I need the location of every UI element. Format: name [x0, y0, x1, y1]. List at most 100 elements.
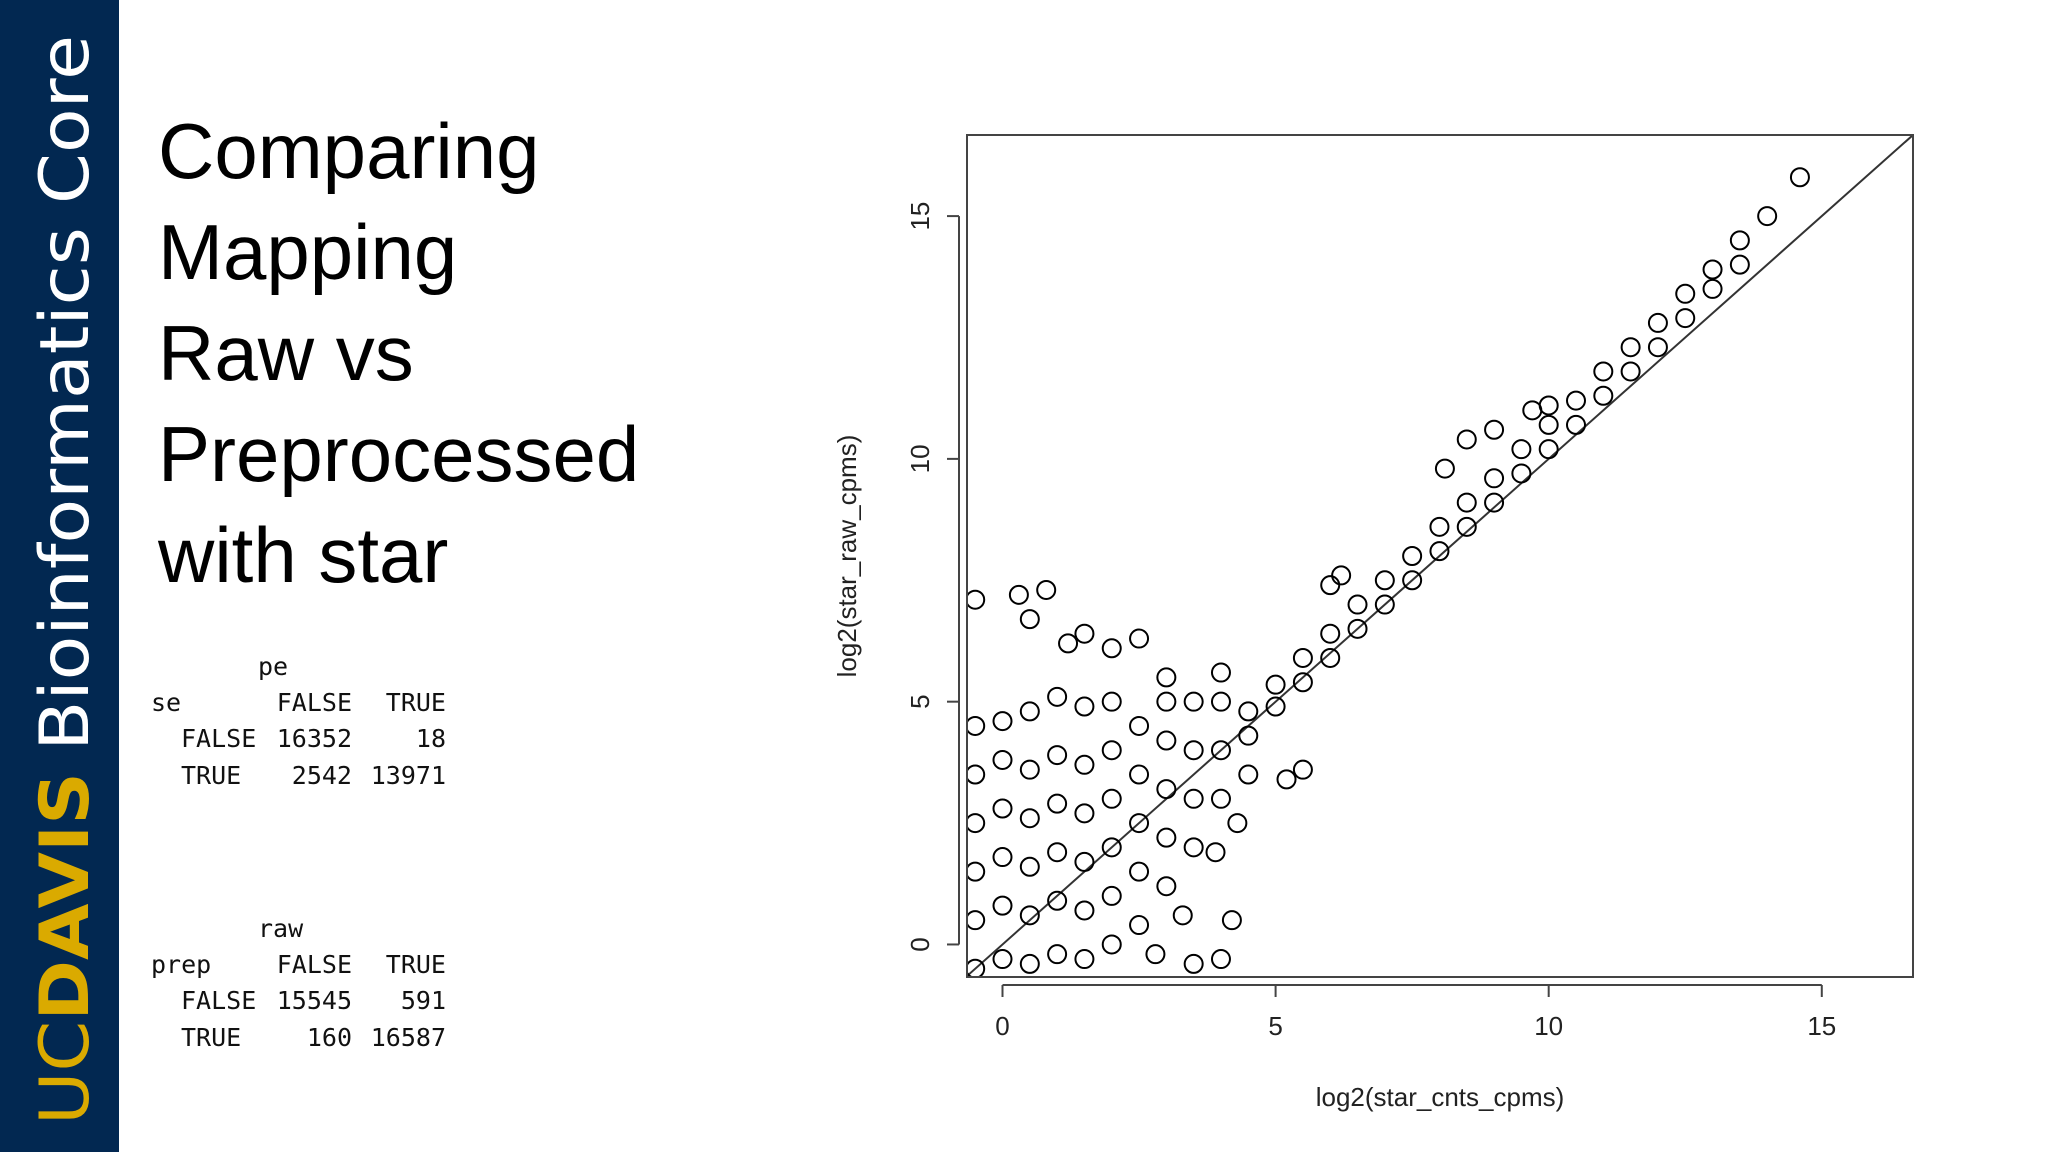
- point: [967, 861, 986, 882]
- point: [967, 958, 986, 977]
- point: [1702, 278, 1723, 299]
- table-cell: 591: [400, 986, 446, 1015]
- x-axis-label: log2(star_cnts_cpms): [1316, 1082, 1565, 1112]
- point: [1757, 206, 1778, 227]
- table-cell: 16352: [276, 724, 352, 753]
- point: [1036, 579, 1057, 600]
- point: [1008, 584, 1029, 605]
- point: [1129, 813, 1150, 834]
- point: [1374, 570, 1395, 591]
- point: [1156, 730, 1177, 751]
- point: [1210, 740, 1231, 761]
- x-tick-label: 15: [1807, 1011, 1836, 1041]
- point: [1429, 516, 1450, 537]
- point: [1047, 890, 1068, 911]
- point: [1238, 701, 1259, 722]
- point: [1074, 900, 1095, 921]
- point: [1675, 308, 1696, 329]
- point: [967, 589, 986, 610]
- table-column-header: FALSE: [276, 688, 352, 717]
- point: [1210, 691, 1231, 712]
- table-column-header: TRUE: [385, 950, 446, 979]
- table-row-label: TRUE: [181, 1023, 242, 1052]
- point: [1292, 672, 1313, 693]
- point: [1511, 463, 1532, 484]
- table-row-var: se: [151, 688, 182, 717]
- point: [1238, 764, 1259, 785]
- point: [1789, 167, 1810, 188]
- point: [1047, 686, 1068, 707]
- point: [1265, 674, 1286, 695]
- plot-frame: [966, 134, 1914, 978]
- point: [992, 895, 1013, 916]
- point: [1019, 905, 1040, 926]
- point: [1101, 934, 1122, 955]
- identity-line: [967, 135, 1913, 977]
- point: [1047, 842, 1068, 863]
- point: [1566, 414, 1587, 435]
- points: [967, 167, 1810, 977]
- title-line: Comparing: [158, 107, 540, 195]
- point: [967, 764, 986, 785]
- point: [1019, 759, 1040, 780]
- point: [992, 711, 1013, 732]
- point: [1210, 662, 1231, 683]
- point: [1374, 594, 1395, 615]
- point: [967, 910, 986, 931]
- point: [1047, 793, 1068, 814]
- table-column-header: TRUE: [385, 688, 446, 717]
- point: [1402, 570, 1423, 591]
- point: [1647, 312, 1668, 333]
- point: [1620, 361, 1641, 382]
- point: [992, 798, 1013, 819]
- point: [1522, 400, 1543, 421]
- point: [1320, 647, 1341, 668]
- x-tick-label: 5: [1268, 1011, 1282, 1041]
- point: [1129, 628, 1150, 649]
- point: [1156, 827, 1177, 848]
- point: [1172, 905, 1193, 926]
- point: [1129, 915, 1150, 936]
- point: [1331, 565, 1352, 586]
- table-cell: 13971: [370, 761, 446, 790]
- point: [1047, 944, 1068, 965]
- point: [1156, 667, 1177, 688]
- point: [1265, 696, 1286, 717]
- point: [1183, 837, 1204, 858]
- point: [1320, 623, 1341, 644]
- point: [1074, 803, 1095, 824]
- point: [1074, 754, 1095, 775]
- sidebar: UCDAVIS Bioinformatics Core: [0, 0, 119, 1152]
- point: [967, 715, 986, 736]
- point: [1647, 337, 1668, 358]
- point: [1019, 953, 1040, 974]
- table-cell: 160: [306, 1023, 352, 1052]
- x-tick-label: 10: [1534, 1011, 1563, 1041]
- brand-subtitle: Bioinformatics Core: [26, 35, 105, 751]
- point: [1620, 337, 1641, 358]
- point: [1729, 254, 1750, 275]
- point: [1538, 439, 1559, 460]
- point: [1593, 361, 1614, 382]
- point: [1183, 691, 1204, 712]
- point: [1019, 808, 1040, 829]
- point: [1019, 701, 1040, 722]
- point: [1101, 691, 1122, 712]
- point: [1402, 546, 1423, 566]
- point: [1205, 842, 1226, 863]
- point: [1145, 944, 1166, 965]
- point: [1074, 851, 1095, 872]
- point: [1593, 385, 1614, 406]
- table-cell: 16587: [370, 1023, 446, 1052]
- point: [1292, 647, 1313, 668]
- point: [1074, 696, 1095, 717]
- point: [1347, 618, 1368, 639]
- point: [1183, 740, 1204, 761]
- point: [1320, 575, 1341, 596]
- point: [1129, 764, 1150, 785]
- title-line: with star: [158, 511, 449, 599]
- y-axis-label: log2(star_raw_cpms): [832, 435, 862, 678]
- point: [1702, 259, 1723, 280]
